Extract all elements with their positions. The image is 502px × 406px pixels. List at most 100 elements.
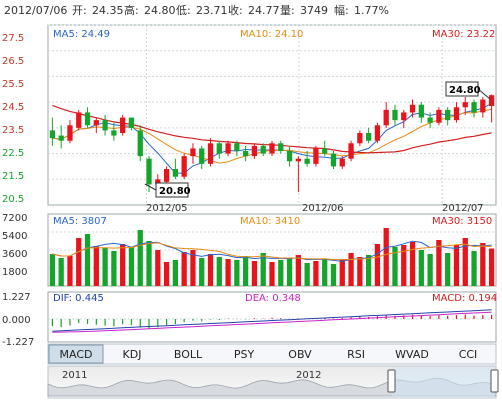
candle-down <box>286 151 293 162</box>
candle-up <box>207 143 214 164</box>
volume-bar <box>295 255 301 286</box>
candle-up <box>480 99 486 113</box>
volume-tick: 7200 <box>2 213 27 224</box>
date-tick: 2012/06 <box>302 203 344 214</box>
close-label: 收: <box>228 3 243 17</box>
macd-tick: 1.227 <box>2 292 31 303</box>
tab-background[interactable] <box>217 345 271 363</box>
volume-bar <box>225 259 231 286</box>
candle-up <box>348 143 354 159</box>
tab-boll[interactable]: BOLL <box>161 345 215 363</box>
candle-down <box>322 148 328 154</box>
volume-bar <box>260 253 266 286</box>
price-tick: 22.5 <box>2 148 24 159</box>
volume-bar <box>93 246 99 286</box>
tab-cci[interactable]: CCI <box>441 345 495 363</box>
candle-down <box>137 130 143 157</box>
tab-background[interactable] <box>161 345 215 363</box>
volume-bar <box>58 258 64 286</box>
tab-background[interactable] <box>48 344 104 364</box>
volume-bar <box>102 248 108 286</box>
candle-down <box>216 143 222 154</box>
candle-down <box>418 104 424 118</box>
tab-label: BOLL <box>174 348 203 361</box>
low-value: 23.71 <box>196 4 228 17</box>
tab-macd[interactable]: MACD <box>48 344 104 364</box>
candle-up <box>190 148 196 157</box>
macd-dea-line <box>52 311 492 333</box>
close-value: 24.77 <box>248 4 280 17</box>
tab-obv[interactable]: OBV <box>273 345 327 363</box>
price-tick: 27.5 <box>2 33 24 44</box>
navigator-selection[interactable] <box>392 367 494 397</box>
tab-label: RSI <box>347 348 365 361</box>
price-tick: 21.5 <box>2 171 24 182</box>
low-callout-pointer <box>144 183 157 191</box>
volume-bar <box>453 245 460 286</box>
tab-rsi[interactable]: RSI <box>329 345 383 363</box>
tab-background[interactable] <box>329 345 383 363</box>
tab-label: CCI <box>459 348 478 361</box>
macd-dif-line <box>52 309 492 332</box>
macd-tick: -1.227 <box>2 337 34 348</box>
macd-lines <box>52 309 492 333</box>
candle-down <box>111 130 117 136</box>
tab-kdj[interactable]: KDJ <box>105 345 159 363</box>
candle-down <box>58 135 64 141</box>
volume-bar <box>207 254 214 286</box>
candle-down <box>330 153 337 167</box>
tab-background[interactable] <box>385 345 439 363</box>
volume-bar <box>190 250 196 286</box>
volume-bar <box>339 260 345 286</box>
volume-y-axis: 7200 5400 3600 1800 <box>2 213 27 278</box>
candle-down <box>234 143 240 151</box>
volume-bar <box>471 251 477 286</box>
tab-wvad[interactable]: WVAD <box>385 345 439 363</box>
open-value: 24.35 <box>92 4 124 17</box>
volume-bar <box>84 234 91 286</box>
macd-value-label: MACD: 0.194 <box>432 293 497 304</box>
candle-up <box>462 102 468 108</box>
tab-background[interactable] <box>105 345 159 363</box>
candle-up <box>155 179 161 185</box>
tab-background[interactable] <box>273 345 327 363</box>
volume-bar <box>357 257 363 286</box>
candle-down <box>172 169 179 177</box>
macd-y-axis: 1.227 0.000 -1.227 <box>2 292 34 348</box>
volume-bar <box>146 241 152 286</box>
high-label: 高: <box>124 3 139 17</box>
price-tick: 25.5 <box>2 79 24 90</box>
volume-bar <box>401 245 407 286</box>
candle-down <box>445 109 451 121</box>
candle-up <box>163 169 170 182</box>
volume-bar <box>365 255 372 286</box>
candle-up <box>453 107 460 121</box>
tab-label: MACD <box>60 348 93 361</box>
volume-bar <box>128 247 135 286</box>
candle-down <box>146 158 152 185</box>
navigator-right-handle[interactable] <box>490 369 499 393</box>
high-callout-pointer <box>477 88 491 100</box>
volume-bar <box>269 262 275 286</box>
tab-label: OBV <box>288 348 312 361</box>
macd-dea-label: DEA: 0.348 <box>245 293 301 304</box>
tab-psy[interactable]: PSY <box>217 345 271 363</box>
candle-down <box>102 120 108 131</box>
candle-up <box>339 158 345 167</box>
high-callout-text: 24.80 <box>449 85 481 96</box>
volume-label: 量: <box>280 4 295 17</box>
volume-bar <box>392 247 398 286</box>
price-ma30-label: MA30: 23.22 <box>432 29 495 40</box>
tab-label: WVAD <box>395 348 429 361</box>
candle-up <box>76 112 82 128</box>
volume-bar <box>480 243 486 286</box>
tab-background[interactable] <box>441 345 495 363</box>
volume-bar <box>286 258 293 286</box>
date-tick: 2012/07 <box>442 203 484 214</box>
navigator-left-handle[interactable] <box>387 369 396 393</box>
navigator-label-2012: 2012 <box>296 370 321 381</box>
candle-down <box>278 143 284 151</box>
volume-bar <box>181 252 187 286</box>
volume-ma-lines <box>52 240 492 262</box>
